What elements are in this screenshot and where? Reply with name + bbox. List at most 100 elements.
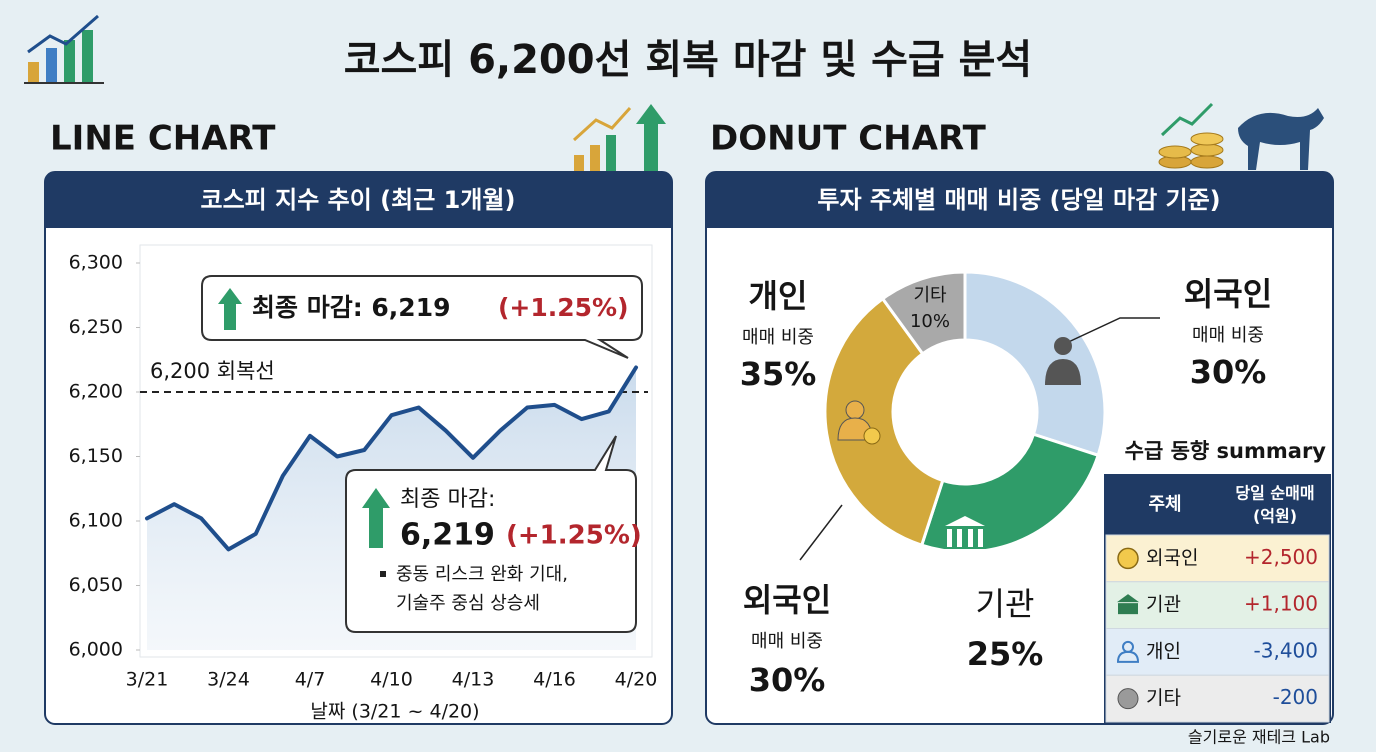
panel-header	[706, 172, 1333, 228]
segment-sublabel: 매매 비중	[742, 327, 814, 348]
icon-bar	[28, 62, 39, 82]
x-tick-label: 4/13	[452, 669, 495, 691]
icon-bar	[82, 30, 93, 82]
segment-label: 개인	[749, 277, 808, 315]
y-tick-label: 6,200	[69, 381, 123, 403]
callout-note: 기술주 중심 상승세	[396, 593, 540, 614]
x-tick-label: 4/20	[615, 669, 658, 691]
up-arrow-icon	[362, 488, 390, 548]
segment-label: 기관	[976, 585, 1035, 623]
annotation-sublabel: 매매 비중	[751, 631, 823, 652]
callout-change: (+1.25%)	[498, 293, 629, 322]
callout-box	[201, 275, 643, 359]
callout-label: 최종 마감: 6,219	[252, 293, 450, 322]
table-row	[1105, 534, 1330, 583]
icon-bar	[644, 122, 658, 171]
icon-bar	[574, 155, 584, 171]
icon-line	[572, 106, 632, 142]
annotation-label: 외국인	[743, 581, 831, 619]
donut-segment	[823, 296, 945, 548]
table-cell: 기관	[1146, 594, 1181, 616]
table-row	[1105, 581, 1330, 629]
line-chart: 6,000 6,050 6,100 6,150 6,200 6,250 6,300 3/21 3…	[69, 252, 658, 691]
segment-value-label: 10%	[910, 311, 950, 332]
x-axis-label: 날짜 (3/21 ~ 4/20)	[310, 701, 479, 723]
table-cell: 개인	[1146, 640, 1181, 662]
panel-title: 코스피 지수 추이 (최근 1개월)	[201, 186, 516, 214]
x-tick-label: 3/21	[126, 669, 169, 691]
icon-bar	[590, 145, 600, 171]
leader-line	[799, 504, 843, 561]
bank-base	[943, 549, 987, 553]
panel-header	[45, 172, 672, 228]
callout: 최종 마감: 6,219 (+1.25%)	[201, 275, 643, 359]
page-title: 코스피 6,200선 회복 마감 및 수급 분석	[344, 37, 1032, 83]
line	[145, 365, 638, 552]
icon-coin	[1190, 143, 1224, 157]
donut-segment	[880, 270, 967, 356]
segment-sublabel: 매매 비중	[1192, 325, 1264, 346]
segment-label: 외국인	[1184, 275, 1272, 313]
x-tick-label: 4/7	[295, 669, 326, 691]
x-tick-label: 3/24	[207, 669, 250, 691]
y-tick-label: 6,150	[69, 445, 123, 467]
dot-icon	[1117, 688, 1139, 710]
summary-title: 수급 동향 summary	[1125, 439, 1327, 463]
icon-bull	[1238, 108, 1324, 170]
bank-icon	[1118, 603, 1138, 615]
y-tick-label: 6,000	[69, 639, 123, 661]
icon-line	[1160, 102, 1214, 137]
bank-col	[947, 529, 952, 547]
leader-line	[1061, 317, 1160, 346]
section-label: DONUT CHART	[710, 119, 987, 159]
coin	[863, 427, 881, 445]
table-row	[1105, 628, 1330, 676]
bank-roof	[945, 516, 985, 526]
y-tick-label: 6,100	[69, 510, 123, 532]
segment-value-label: 25%	[967, 635, 1044, 673]
segment-value-label: 35%	[740, 355, 817, 393]
person-head	[1054, 337, 1072, 355]
title-icon	[24, 14, 104, 84]
table-header	[1105, 475, 1330, 535]
icon-coin	[1190, 155, 1224, 169]
person-icon	[1116, 650, 1140, 663]
bank-icon	[1117, 594, 1139, 603]
donut-segment	[963, 270, 1107, 458]
table-cell: -3,400	[1254, 638, 1318, 662]
table-row	[1105, 674, 1330, 723]
callout-note: 중동 리스크 완화 기대,	[396, 564, 568, 585]
reference-label: 6,200 회복선	[150, 359, 275, 383]
callout: 최종 마감: 6,219 (+1.25%) 중동 리스크 완화 기대, 기술주 …	[345, 435, 642, 633]
table-cell: +1,100	[1244, 592, 1318, 616]
callout-label: 최종 마감:	[400, 487, 495, 512]
callout-change: (+1.25%)	[506, 521, 642, 551]
growth-icon	[572, 104, 666, 171]
footer: 슬기로운 재테크 Lab	[1188, 728, 1330, 747]
segment-value-label: 30%	[1190, 353, 1267, 391]
section-label: LINE CHART	[50, 119, 276, 159]
y-tick-label: 6,050	[69, 574, 123, 596]
callout-box	[345, 435, 637, 633]
icon-line	[27, 14, 99, 54]
icon-bar	[64, 40, 75, 82]
table-cell: -200	[1273, 685, 1318, 709]
icon-coin	[1158, 145, 1192, 159]
table-cell: 기타	[1146, 687, 1181, 709]
icon-bar	[46, 48, 57, 82]
table-cell: +2,500	[1244, 545, 1318, 569]
column-header: 주체	[1148, 494, 1181, 515]
icon-coin	[1190, 132, 1224, 146]
bullet	[380, 571, 386, 577]
person-body	[1045, 359, 1081, 385]
column-header: 당일 순매매	[1235, 484, 1314, 503]
coin-bull-icon	[1158, 102, 1324, 170]
bank-col	[968, 529, 973, 547]
summary-table: 주체 당일 순매매 (억원) 외국인 +2,500 기관 +1,100 개인 -3,400…	[1104, 474, 1331, 723]
segment-label: 기타	[913, 285, 947, 306]
up-arrow-icon	[218, 288, 242, 330]
y-tick-label: 6,250	[69, 316, 123, 338]
segment-icon	[837, 337, 1081, 553]
annotation-value-label: 30%	[749, 661, 826, 699]
bank-col	[957, 529, 962, 547]
